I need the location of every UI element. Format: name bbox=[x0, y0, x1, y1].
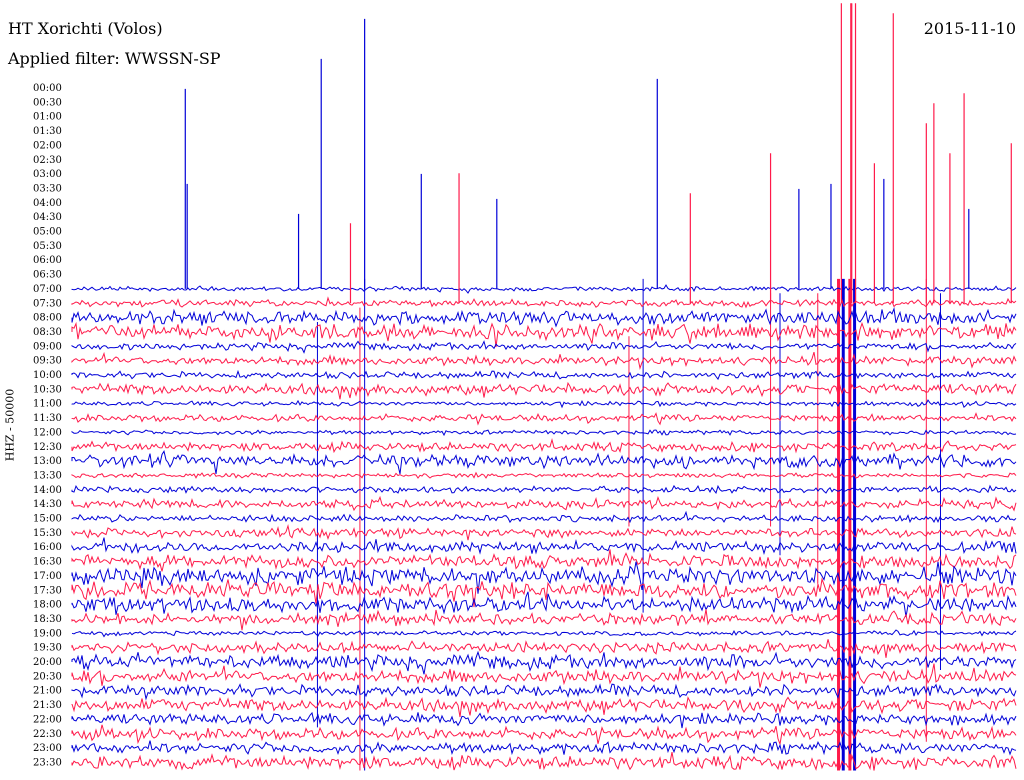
station-title: HT Xorichti (Volos) bbox=[8, 19, 163, 38]
seismic-trace-row bbox=[71, 284, 1017, 294]
row-time-label: 18:30 bbox=[33, 614, 62, 625]
seismic-trace-row bbox=[71, 495, 1017, 512]
row-time-label: 08:30 bbox=[33, 327, 62, 338]
seismic-trace-row bbox=[71, 381, 1017, 400]
seismic-trace-row bbox=[71, 629, 1017, 638]
row-time-label: 16:30 bbox=[33, 557, 62, 568]
row-time-label: 22:00 bbox=[33, 714, 62, 725]
seismic-trace-row bbox=[71, 429, 1017, 437]
seismic-trace-row bbox=[71, 609, 1017, 631]
seismic-trace-row bbox=[71, 369, 1017, 381]
row-time-label: 13:30 bbox=[33, 470, 62, 481]
row-time-label: 05:30 bbox=[33, 241, 62, 252]
row-time-label: 23:30 bbox=[33, 757, 62, 768]
row-time-label: 20:00 bbox=[33, 657, 62, 668]
row-time-label: 19:00 bbox=[33, 628, 62, 639]
row-time-label: 02:00 bbox=[33, 140, 62, 151]
row-time-label: 08:00 bbox=[33, 313, 62, 324]
row-time-label: 05:00 bbox=[33, 227, 62, 238]
row-time-label: 12:30 bbox=[33, 442, 62, 453]
row-time-label: 01:30 bbox=[33, 126, 62, 137]
seismic-trace-row bbox=[71, 683, 1017, 701]
row-time-label: 15:30 bbox=[33, 528, 62, 539]
seismic-trace-row bbox=[71, 510, 1017, 524]
filter-label: Applied filter: WWSSN-SP bbox=[8, 49, 221, 68]
row-time-label: 11:00 bbox=[33, 399, 62, 410]
row-time-label: 04:30 bbox=[33, 212, 62, 223]
seismic-trace-row bbox=[71, 296, 1017, 309]
row-time-label: 07:30 bbox=[33, 298, 62, 309]
seismic-trace-row bbox=[71, 321, 1017, 348]
seismic-trace-row bbox=[71, 351, 1017, 370]
seismic-trace-row bbox=[71, 549, 1017, 572]
seismic-trace-row bbox=[71, 306, 1017, 328]
seismic-trace-row bbox=[71, 663, 1017, 688]
seismic-trace-row bbox=[71, 537, 1017, 555]
row-time-label: 16:00 bbox=[33, 542, 62, 553]
seismic-trace-row bbox=[71, 471, 1017, 479]
row-time-label: 18:00 bbox=[33, 600, 62, 611]
row-time-label: 23:00 bbox=[33, 743, 62, 754]
row-time-label: 21:00 bbox=[33, 686, 62, 697]
row-time-label: 14:00 bbox=[33, 485, 62, 496]
seismic-trace-row bbox=[71, 340, 1017, 354]
row-time-label: 11:30 bbox=[33, 413, 62, 424]
row-time-label: 06:30 bbox=[33, 270, 62, 281]
row-time-label: 20:30 bbox=[33, 671, 62, 682]
row-time-label: 00:30 bbox=[33, 97, 62, 108]
row-time-label: 00:00 bbox=[33, 83, 62, 94]
seismic-trace-row bbox=[71, 438, 1017, 454]
row-time-label: 12:00 bbox=[33, 427, 62, 438]
row-time-label: 10:00 bbox=[33, 370, 62, 381]
seismic-trace-row bbox=[71, 399, 1017, 409]
row-time-label: 17:30 bbox=[33, 585, 62, 596]
row-time-label: 22:30 bbox=[33, 729, 62, 740]
seismic-trace-row bbox=[71, 740, 1017, 756]
row-time-label: 07:00 bbox=[33, 284, 62, 295]
row-time-label: 09:00 bbox=[33, 341, 62, 352]
seismic-trace-row bbox=[71, 523, 1017, 541]
row-time-label: 10:30 bbox=[33, 384, 62, 395]
row-time-label: 04:00 bbox=[33, 198, 62, 209]
row-time-label: 02:30 bbox=[33, 155, 62, 166]
date-label: 2015-11-10 bbox=[923, 19, 1016, 38]
row-time-label: 15:00 bbox=[33, 514, 62, 525]
row-time-label: 03:30 bbox=[33, 183, 62, 194]
seismic-trace-row bbox=[71, 752, 1017, 771]
seismic-trace-row bbox=[71, 561, 1017, 594]
row-time-label: 01:00 bbox=[33, 112, 62, 123]
row-time-label: 17:00 bbox=[33, 571, 62, 582]
seismic-trace-row bbox=[71, 639, 1017, 658]
seismic-trace-row bbox=[71, 650, 1017, 675]
seismic-trace-row bbox=[71, 450, 1017, 475]
seismic-trace-row bbox=[71, 724, 1017, 747]
row-time-label: 13:00 bbox=[33, 456, 62, 467]
row-time-label: 03:00 bbox=[33, 169, 62, 180]
seismic-trace-row bbox=[71, 591, 1017, 617]
row-time-label: 19:30 bbox=[33, 643, 62, 654]
row-time-label: 09:30 bbox=[33, 356, 62, 367]
seismic-trace-row bbox=[71, 412, 1017, 426]
seismic-trace-row bbox=[71, 577, 1017, 608]
row-time-label: 14:30 bbox=[33, 499, 62, 510]
seismic-trace-row bbox=[71, 696, 1017, 718]
seismic-trace-row bbox=[71, 484, 1017, 494]
row-time-label: 21:30 bbox=[33, 700, 62, 711]
seismic-trace-row bbox=[71, 711, 1017, 729]
row-time-label: 06:00 bbox=[33, 255, 62, 266]
